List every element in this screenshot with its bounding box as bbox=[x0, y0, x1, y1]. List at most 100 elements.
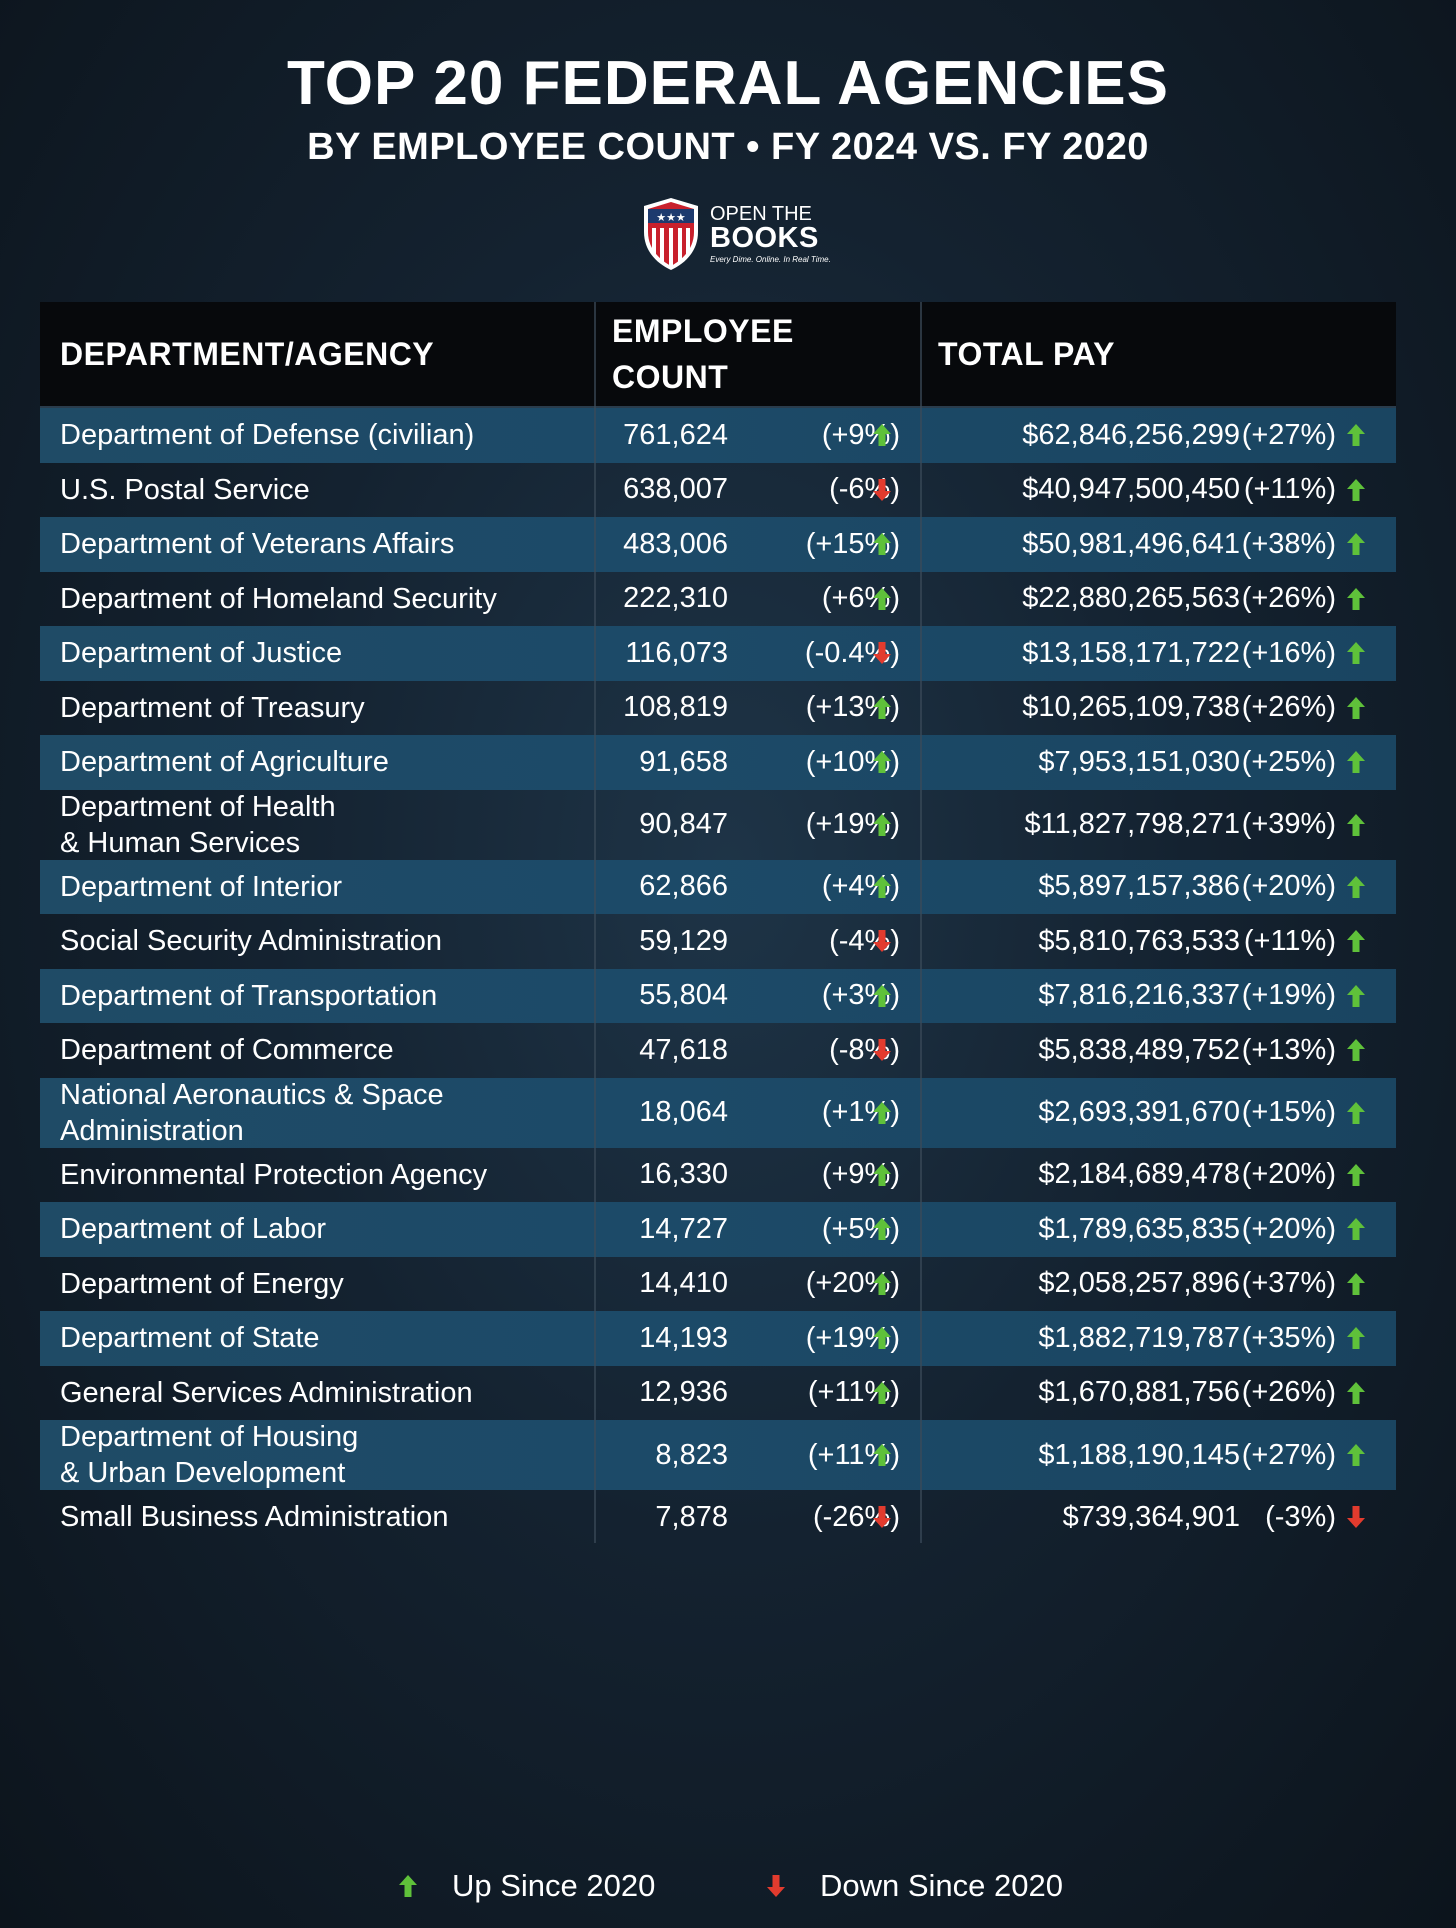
table-row: Department of Interior 62,866 (+4%) $5,897,… bbox=[40, 859, 1396, 914]
agency-name: Department of Agriculture bbox=[60, 744, 600, 780]
up-arrow-icon bbox=[872, 1272, 892, 1296]
pay-change: (+39%) bbox=[1241, 808, 1336, 840]
up-arrow-icon bbox=[399, 1875, 417, 1897]
total-pay: $1,670,881,756 bbox=[1038, 1376, 1240, 1409]
total-pay: $1,882,719,787 bbox=[1038, 1321, 1240, 1354]
table-row: Department of Housing & Urban Development… bbox=[40, 1420, 1396, 1490]
agency-name-line: Department of Treasury bbox=[60, 691, 365, 724]
up-arrow-icon bbox=[872, 1163, 892, 1187]
agency-name: Environmental Protection Agency bbox=[60, 1157, 600, 1193]
up-arrow-icon bbox=[872, 1443, 892, 1467]
column-divider bbox=[594, 302, 596, 1543]
agency-name: Department of Transportation bbox=[60, 978, 600, 1014]
up-arrow-icon bbox=[1346, 1381, 1366, 1405]
up-arrow-icon bbox=[872, 1217, 892, 1241]
table-row: U.S. Postal Service 638,007 (-6%) $40,947,5… bbox=[40, 463, 1396, 518]
total-pay: $1,188,190,145 bbox=[1038, 1438, 1240, 1471]
pay-change: (+26%) bbox=[1241, 691, 1336, 724]
employee-count: 8,823 bbox=[655, 1438, 728, 1471]
logo-tagline: Every Dime. Online. In Real Time. bbox=[710, 255, 831, 264]
employee-change: (+4%) bbox=[821, 870, 900, 903]
agency-name: U.S. Postal Service bbox=[60, 472, 600, 508]
column-header-employee-count: EMPLOYEE COUNT bbox=[612, 308, 794, 400]
down-arrow-icon bbox=[1346, 1505, 1366, 1529]
employee-count: 90,847 bbox=[639, 808, 728, 840]
open-the-books-logo: ★★★ OPEN THE BOOKS Every Dime. Online. I… bbox=[640, 196, 840, 272]
pay-change: (+20%) bbox=[1241, 1158, 1336, 1191]
agency-name-line: Department of Housing bbox=[60, 1421, 359, 1453]
pay-change: (+27%) bbox=[1241, 418, 1336, 451]
employee-count: 59,129 bbox=[639, 924, 728, 957]
up-arrow-icon bbox=[1346, 1217, 1366, 1241]
agency-name: Department of Veterans Affairs bbox=[60, 526, 600, 562]
up-arrow-icon bbox=[872, 813, 892, 837]
column-divider bbox=[920, 302, 922, 1543]
agency-name-line: Department of Commerce bbox=[60, 1034, 394, 1067]
pay-change: (+13%) bbox=[1241, 1033, 1336, 1066]
pay-change: (+38%) bbox=[1241, 527, 1336, 560]
pay-change: (+26%) bbox=[1241, 1376, 1336, 1409]
employee-count: 116,073 bbox=[625, 636, 728, 669]
table-row: General Services Administration 12,936 (+1… bbox=[40, 1366, 1396, 1421]
up-arrow-icon bbox=[872, 750, 892, 774]
down-arrow-icon bbox=[872, 478, 892, 502]
legend-up: Up Since 2020 bbox=[398, 1868, 655, 1904]
up-arrow-icon bbox=[872, 1326, 892, 1350]
total-pay: $40,947,500,450 bbox=[1022, 473, 1240, 506]
agency-name: Department of Treasury bbox=[60, 690, 600, 726]
legend-up-label: Up Since 2020 bbox=[452, 1868, 656, 1903]
employee-count: 14,193 bbox=[639, 1321, 728, 1354]
down-arrow-icon bbox=[872, 1038, 892, 1062]
up-arrow-icon bbox=[1346, 587, 1366, 611]
employee-change: (+1%) bbox=[821, 1096, 900, 1128]
agency-name: Department of Commerce bbox=[60, 1032, 600, 1068]
up-arrow-icon bbox=[872, 587, 892, 611]
down-arrow-icon bbox=[872, 641, 892, 665]
legend-down-label: Down Since 2020 bbox=[820, 1868, 1063, 1903]
employee-count: 7,878 bbox=[655, 1500, 728, 1533]
agency-name: Small Business Administration bbox=[60, 1499, 600, 1535]
total-pay: $13,158,171,722 bbox=[1022, 636, 1240, 669]
agency-name-line: Department of Health bbox=[60, 790, 336, 823]
table-header: DEPARTMENT/AGENCY EMPLOYEE COUNT TOTAL P… bbox=[40, 302, 1396, 408]
up-arrow-icon bbox=[872, 532, 892, 556]
down-arrow-icon bbox=[767, 1875, 785, 1897]
column-header-employee-line1: EMPLOYEE bbox=[612, 313, 794, 349]
down-arrow-icon bbox=[872, 929, 892, 953]
table-row: National Aeronautics & Space Administrati… bbox=[40, 1077, 1396, 1148]
employee-count: 483,006 bbox=[623, 527, 728, 560]
employee-count: 222,310 bbox=[623, 582, 728, 615]
up-arrow-icon bbox=[1346, 641, 1366, 665]
agency-name: General Services Administration bbox=[60, 1375, 600, 1411]
employee-change: (+6%) bbox=[821, 582, 900, 615]
agency-name: Department of Health & Human Services bbox=[60, 789, 600, 861]
agency-name-line: U.S. Postal Service bbox=[60, 473, 310, 506]
employee-count: 18,064 bbox=[639, 1096, 728, 1128]
pay-change: (+11%) bbox=[1243, 473, 1336, 506]
up-arrow-icon bbox=[872, 1381, 892, 1405]
up-arrow-icon bbox=[1346, 1163, 1366, 1187]
employee-change: (+5%) bbox=[821, 1212, 900, 1245]
total-pay: $5,810,763,533 bbox=[1038, 924, 1240, 957]
employee-count: 12,936 bbox=[639, 1376, 728, 1409]
pay-change: (+37%) bbox=[1241, 1267, 1336, 1300]
agency-name-line: Environmental Protection Agency bbox=[60, 1158, 488, 1191]
table-row: Department of Transportation 55,804 (+3%) $… bbox=[40, 968, 1396, 1023]
pay-change: (+11%) bbox=[1243, 924, 1336, 957]
total-pay: $50,981,496,641 bbox=[1022, 527, 1240, 560]
agency-name-line: Department of Agriculture bbox=[60, 746, 389, 779]
employee-count: 55,804 bbox=[639, 979, 728, 1012]
up-arrow-icon bbox=[1346, 532, 1366, 556]
agency-name-line: Social Security Administration bbox=[60, 925, 442, 958]
table-row: Department of Energy 14,410 (+20%) $2,058,2… bbox=[40, 1257, 1396, 1312]
employee-change: (+9%) bbox=[821, 418, 900, 451]
pay-change: (-3%) bbox=[1265, 1500, 1336, 1533]
table-row: Environmental Protection Agency 16,330 (+9… bbox=[40, 1148, 1396, 1203]
total-pay: $10,265,109,738 bbox=[1022, 691, 1240, 724]
total-pay: $7,816,216,337 bbox=[1038, 979, 1240, 1012]
agency-table: DEPARTMENT/AGENCY EMPLOYEE COUNT TOTAL P… bbox=[40, 302, 1396, 1545]
agency-name: Department of Energy bbox=[60, 1266, 600, 1302]
agency-name-line: Department of Energy bbox=[60, 1267, 344, 1300]
employee-change: (-4%) bbox=[829, 924, 900, 957]
agency-name-line: Department of State bbox=[60, 1322, 320, 1355]
